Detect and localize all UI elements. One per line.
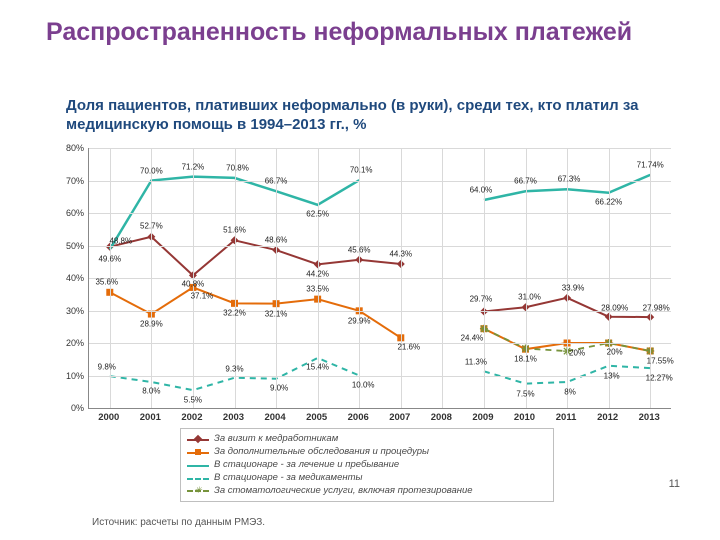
slide-subtitle: Доля пациентов, плативших неформально (в… — [66, 97, 666, 135]
x-axis-label: 2007 — [389, 412, 410, 423]
legend-label: За дополнительные обследования и процеду… — [214, 446, 429, 458]
plot-area: 49.6%52.7%40.8%51.6%48.6%44.2%45.6%44.3%… — [88, 148, 671, 409]
y-axis-label: 0% — [50, 403, 84, 413]
legend-item: ✳За стоматологические услуги, включая пр… — [187, 485, 547, 497]
y-axis-label: 80% — [50, 143, 84, 153]
page-number: 11 — [669, 478, 680, 490]
chart-container: 49.6%52.7%40.8%51.6%48.6%44.2%45.6%44.3%… — [50, 148, 680, 448]
y-axis-label: 60% — [50, 208, 84, 218]
legend-item: В стационаре - за лечение и пребывание — [187, 459, 547, 471]
legend-item: За визит к медработникам — [187, 433, 547, 445]
x-axis-label: 2010 — [514, 412, 535, 423]
y-axis-label: 40% — [50, 273, 84, 283]
x-axis-label: 2008 — [431, 412, 452, 423]
y-axis-label: 10% — [50, 371, 84, 381]
slide-title: Распространенность неформальных платежей — [46, 18, 646, 47]
x-axis-label: 2009 — [472, 412, 493, 423]
legend-label: В стационаре - за лечение и пребывание — [214, 459, 399, 471]
x-axis-label: 2003 — [223, 412, 244, 423]
x-axis-label: 2005 — [306, 412, 327, 423]
chart-legend: За визит к медработникамЗа дополнительны… — [180, 428, 554, 502]
x-axis-label: 2001 — [140, 412, 161, 423]
x-axis-label: 2000 — [98, 412, 119, 423]
x-axis-label: 2006 — [348, 412, 369, 423]
legend-item: В стационаре - за медикаменты — [187, 472, 547, 484]
x-axis-label: 2002 — [181, 412, 202, 423]
y-axis-label: 30% — [50, 306, 84, 316]
y-axis-label: 20% — [50, 338, 84, 348]
legend-label: За визит к медработникам — [214, 433, 338, 445]
x-axis-label: 2012 — [597, 412, 618, 423]
x-axis-label: 2004 — [264, 412, 285, 423]
legend-item: За дополнительные обследования и процеду… — [187, 446, 547, 458]
legend-label: За стоматологические услуги, включая про… — [214, 485, 473, 497]
y-axis-label: 70% — [50, 176, 84, 186]
legend-label: В стационаре - за медикаменты — [214, 472, 363, 484]
y-axis-label: 50% — [50, 241, 84, 251]
x-axis-label: 2013 — [639, 412, 660, 423]
source-note: Источник: расчеты по данным РМЭЗ. — [92, 517, 265, 528]
x-axis-label: 2011 — [556, 412, 577, 423]
